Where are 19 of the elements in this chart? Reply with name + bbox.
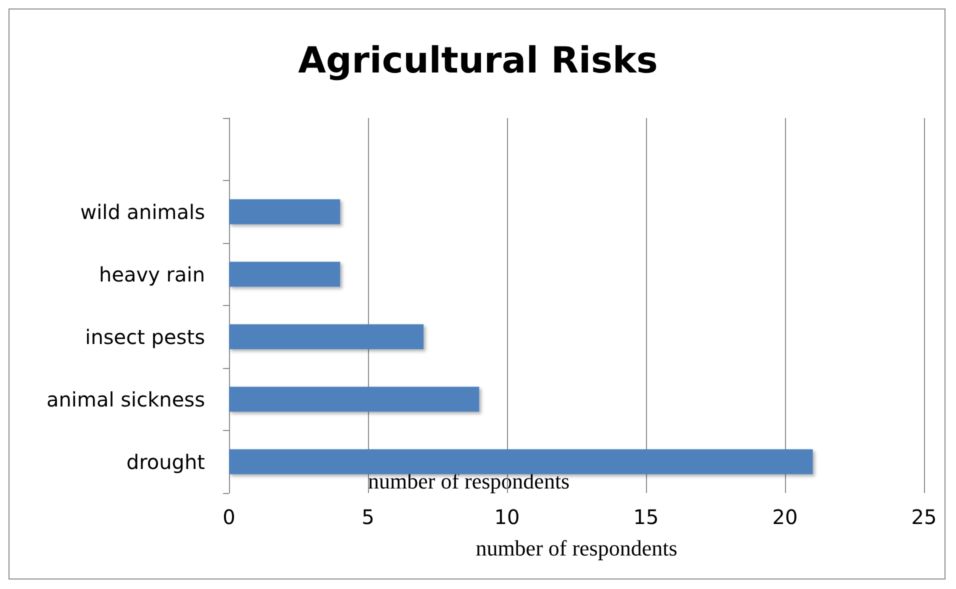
y-tick-label: insect pests bbox=[85, 324, 205, 349]
annotation: number of respondents bbox=[368, 468, 570, 494]
bar bbox=[229, 386, 480, 412]
x-tick-label: 15 bbox=[633, 505, 659, 529]
bar bbox=[229, 262, 340, 287]
bar bbox=[229, 449, 813, 474]
bar bbox=[229, 324, 424, 350]
chart-title: Agricultural Risks bbox=[298, 40, 658, 82]
x-tick-label: 25 bbox=[911, 505, 937, 529]
x-tick-label: 10 bbox=[494, 505, 520, 529]
y-tick-label: animal sickness bbox=[46, 387, 205, 412]
x-tick-label: 0 bbox=[222, 505, 236, 529]
x-tick-label: 20 bbox=[772, 505, 798, 529]
y-tick-label: wild animals bbox=[80, 200, 205, 224]
bar bbox=[229, 199, 340, 224]
y-tick-label: drought bbox=[126, 450, 206, 474]
x-tick-label: 5 bbox=[362, 505, 374, 529]
x-axis-title: number of respondents bbox=[476, 536, 678, 560]
y-tick-label: heavy rain bbox=[99, 262, 205, 286]
